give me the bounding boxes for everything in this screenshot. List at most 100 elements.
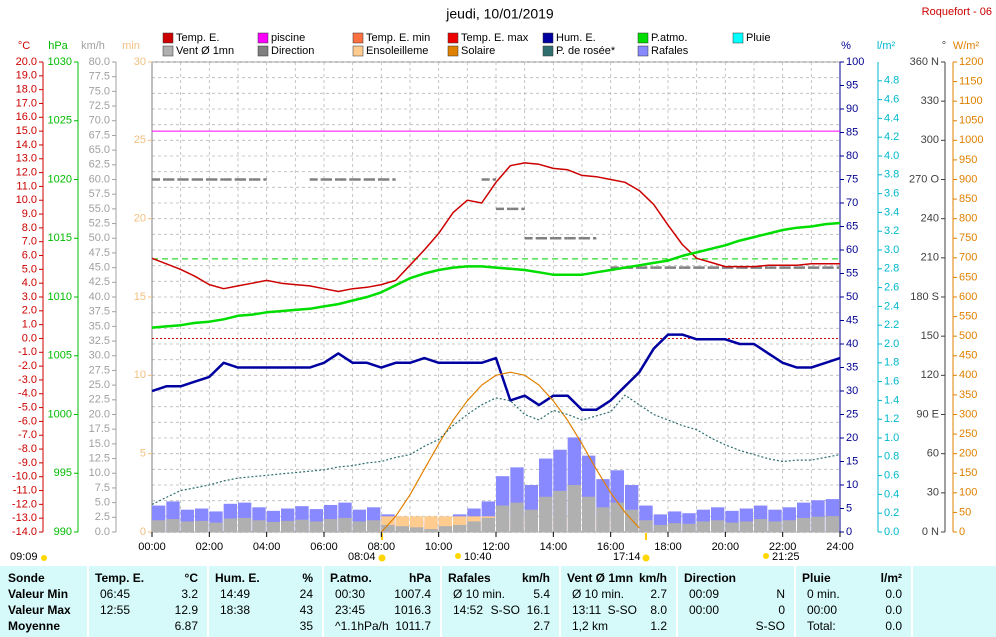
bar <box>324 519 338 532</box>
legend-swatch <box>162 32 174 44</box>
bar <box>180 521 194 532</box>
table-unit: km/h <box>522 571 550 585</box>
y-tick-label: 2.2 <box>884 319 899 331</box>
y-tick-label: -9.0 <box>18 457 37 469</box>
y-tick-label: 7.0 <box>22 236 37 248</box>
y-tick-label: 0.4 <box>884 488 899 500</box>
y-tick-label: 8.0 <box>22 222 37 234</box>
legend-label: Temp. E. min <box>366 32 430 44</box>
y-tick-label: 900 <box>959 173 977 185</box>
y-tick-label: -5.0 <box>18 401 37 413</box>
legend-label: Hum. E. <box>556 32 596 44</box>
y-tick-label: 40.0 <box>89 291 110 303</box>
y-tick-label: 95 <box>846 79 858 91</box>
y-tick-label: -3.0 <box>18 374 37 386</box>
y-tick-label: 5.0 <box>95 497 110 509</box>
y-tick-label: 4.0 <box>884 150 899 162</box>
y-tick-label: 300 <box>959 408 977 420</box>
table-cell: 13:11 <box>572 603 601 617</box>
y-tick-label: 1200 <box>959 56 983 68</box>
y-tick-label: 400 <box>959 369 977 381</box>
y-tick-label: -7.0 <box>18 429 37 441</box>
y-tick-label: 4.2 <box>884 131 899 143</box>
table-header: Temp. E. <box>95 571 144 585</box>
legend-label: P. de rosée* <box>556 45 616 57</box>
y-tick-label: 70.0 <box>89 115 110 127</box>
y-tick-label: 9.0 <box>22 208 37 220</box>
y-tick-label: -10.0 <box>12 471 37 483</box>
series-line <box>151 162 840 293</box>
series-line <box>380 371 640 533</box>
table-unit: °C <box>185 571 199 585</box>
table-cell: 1016.3 <box>394 603 431 617</box>
y-tick-label: 1050 <box>959 115 983 127</box>
row-label: Moyenne <box>8 619 60 633</box>
legend-swatch <box>352 32 364 44</box>
table-cell: 00:09 <box>689 587 719 601</box>
table-header: Vent Ø 1mn <box>567 571 633 585</box>
y-tick-label: 47.5 <box>89 247 110 259</box>
bar <box>639 520 653 532</box>
y-tick-label: 32.5 <box>89 335 110 347</box>
y-tick-label: 0 N <box>922 526 939 538</box>
y-tick-label: 450 <box>959 350 977 362</box>
y-tick-label: 3.2 <box>884 225 899 237</box>
station-name: Roquefort - 06 <box>922 6 992 18</box>
bar <box>811 516 825 532</box>
y-tick-label: 75 <box>846 173 858 185</box>
axis-unit: min <box>122 40 140 52</box>
table-cell: 16.1 <box>527 603 551 617</box>
y-tick-label: 55 <box>846 267 858 279</box>
y-tick-label: 0.6 <box>884 470 899 482</box>
table-unit: % <box>302 571 313 585</box>
y-tick-label: 180 S <box>910 291 939 303</box>
x-tick-label: 00:00 <box>138 541 166 553</box>
y-tick-label: 3.6 <box>884 188 899 200</box>
y-tick-label: 0 <box>846 526 852 538</box>
y-tick-label: 1.2 <box>884 413 899 425</box>
y-tick-label: 15.0 <box>89 438 110 450</box>
bar <box>625 509 639 532</box>
table-cell: 1,2 km <box>572 619 608 633</box>
y-tick-label: 37.5 <box>89 306 110 318</box>
table-cell: 12:55 <box>100 603 130 617</box>
y-tick-label: 800 <box>959 213 977 225</box>
y-tick-label: 5 <box>846 502 852 514</box>
time-mark: 21:25 <box>772 551 800 563</box>
y-tick-label: -2.0 <box>18 360 37 372</box>
y-tick-label: 0.8 <box>884 451 899 463</box>
legend-swatch <box>637 45 649 57</box>
moonset-icon <box>763 553 769 559</box>
legend-swatch <box>257 45 269 57</box>
table-cell: Total: <box>807 619 836 633</box>
y-tick-label: 30 <box>927 487 939 499</box>
y-tick-label: 700 <box>959 252 977 264</box>
bar <box>524 509 538 532</box>
y-tick-label: 210 <box>921 252 939 264</box>
y-tick-label: 18.0 <box>16 84 37 96</box>
table-cell: 00:30 <box>335 587 365 601</box>
y-tick-label: 3.8 <box>884 169 899 181</box>
y-tick-label: -12.0 <box>12 498 37 510</box>
y-tick-label: 100 <box>846 56 864 68</box>
legend-swatch <box>637 32 649 44</box>
bar <box>582 496 596 532</box>
table-header: Sonde <box>8 571 45 585</box>
table-cell: 14:52 <box>453 603 483 617</box>
y-tick-label: 1030 <box>48 56 72 68</box>
y-tick-label: 13.0 <box>16 153 37 165</box>
y-tick-label: 35.0 <box>89 320 110 332</box>
bar <box>252 520 266 532</box>
noon-icon <box>455 553 461 559</box>
legend-label: Direction <box>271 45 314 57</box>
table-cell: ^1.1hPa/h <box>335 619 389 633</box>
y-tick-label: -6.0 <box>18 415 37 427</box>
bar <box>195 520 209 532</box>
table-cell: S-SO <box>608 603 637 617</box>
y-tick-label: 40 <box>846 338 858 350</box>
legend-swatch <box>542 45 554 57</box>
row-label: Valeur Min <box>8 587 68 601</box>
series-line <box>151 333 841 412</box>
time-mark: 09:09 <box>10 551 38 563</box>
